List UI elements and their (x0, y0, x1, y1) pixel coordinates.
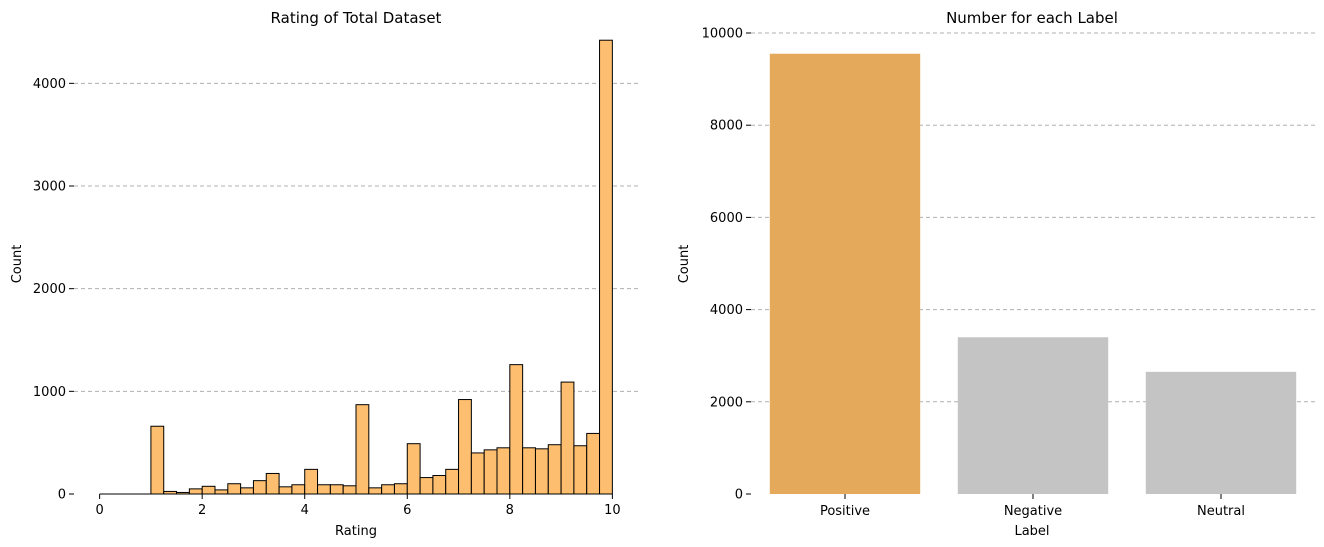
chart1-x-ticks: 0 2 4 6 8 10 (95, 494, 621, 518)
chart1-bar (240, 487, 254, 495)
chart1-bar (393, 483, 408, 495)
chart2-y-ticks: 0 2000 4000 6000 8000 10000 (702, 27, 751, 503)
chart1-bar (176, 491, 190, 495)
chart1-bar (291, 484, 306, 495)
chart1-bar (188, 488, 203, 495)
chart1-y-tick-label: 4000 (33, 77, 66, 92)
chart1-bar (329, 484, 344, 495)
chart1-bar (419, 477, 434, 495)
chart1-bar (265, 472, 280, 495)
chart2-title: Number for each Label (946, 9, 1118, 27)
chart1-bars (99, 39, 613, 495)
chart2-bars (769, 53, 1297, 495)
chart1-bar (163, 490, 178, 495)
chart2-y-tick-label: 2000 (710, 395, 743, 410)
chart1-bar (406, 443, 421, 495)
chart1-bar (227, 483, 242, 495)
chart1-gridlines (74, 82, 638, 392)
chart1-bar (496, 447, 511, 495)
chart1-y-tick-label: 3000 (33, 180, 66, 195)
chart2-x-tick-label: Neutral (1197, 504, 1245, 519)
chart1-y-tick-label: 0 (58, 488, 66, 503)
chart1-y-ticks: 0 1000 2000 3000 4000 (33, 77, 74, 503)
chart2-x-tick-label: Negative (1004, 504, 1062, 519)
bar-chart-labels: Number for each Label Positive Negative Ne… (677, 9, 1315, 539)
chart2-y-tick-label: 0 (735, 488, 743, 503)
chart2-y-tick-label: 6000 (710, 211, 743, 226)
chart1-bar (342, 485, 357, 495)
chart2-bar-positive (769, 53, 921, 495)
chart1-x-axis-label: Rating (335, 524, 377, 539)
chart1-bar (278, 486, 293, 495)
chart1-bar (317, 484, 331, 495)
chart2-x-ticks: Positive Negative Neutral (820, 494, 1245, 519)
chart1-x-tick-label: 0 (95, 503, 103, 518)
chart1-x-tick-label: 2 (198, 503, 206, 518)
chart2-bar-neutral (1145, 371, 1297, 494)
chart1-y-axis-label: Count (10, 245, 25, 284)
chart1-bar (470, 452, 485, 495)
chart1-bar (483, 449, 498, 495)
chart1-x-tick-label: 4 (301, 503, 309, 518)
chart1-bar (304, 468, 319, 495)
histogram-rating: Rating of Total Dataset 0 2 4 6 8 10 0 1000 200… (10, 9, 638, 539)
chart1-bar (599, 39, 613, 495)
chart2-bar-negative (957, 337, 1109, 494)
chart1-bar (547, 444, 562, 495)
chart1-bar (586, 432, 601, 495)
chart2-y-tick-label: 10000 (702, 27, 743, 42)
chart1-x-tick-label: 8 (506, 503, 514, 518)
chart2-x-tick-label: Positive (820, 504, 870, 519)
chart1-bar (458, 399, 472, 495)
chart2-y-tick-label: 4000 (710, 303, 743, 318)
chart2-x-axis-label: Label (1014, 524, 1049, 539)
chart1-bar (381, 484, 395, 495)
chart1-bar (252, 480, 267, 495)
chart1-y-tick-label: 2000 (33, 282, 66, 297)
chart1-bar (445, 468, 460, 495)
chart2-y-tick-label: 8000 (710, 119, 743, 134)
chart1-bar (432, 475, 447, 495)
chart1-bar (355, 404, 370, 495)
chart1-title: Rating of Total Dataset (271, 9, 442, 27)
chart1-x-tick-label: 10 (604, 503, 621, 518)
chart1-bar (509, 364, 524, 495)
chart2-y-axis-label: Count (677, 245, 692, 284)
chart1-bar (368, 487, 383, 495)
chart1-bar (214, 489, 229, 495)
chart1-bar (573, 445, 588, 495)
chart1-y-tick-label: 1000 (33, 385, 66, 400)
chart1-bar (150, 425, 165, 495)
chart1-bar (560, 381, 575, 495)
chart1-bar (201, 485, 216, 495)
chart1-bar (534, 448, 549, 495)
chart1-x-tick-label: 6 (403, 503, 411, 518)
chart1-bar (522, 447, 536, 495)
